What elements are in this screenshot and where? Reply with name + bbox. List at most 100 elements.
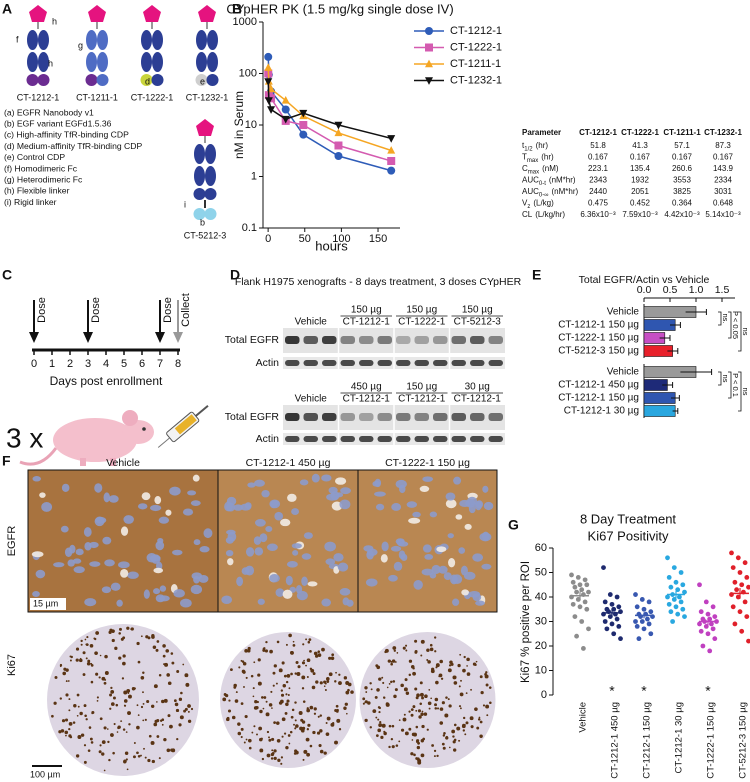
- table-cell: 0.475: [588, 199, 609, 208]
- ki67-nucleus: [485, 683, 489, 687]
- ki67-nucleus: [412, 705, 416, 709]
- ki67-nucleus: [448, 746, 451, 749]
- nucleus: [287, 493, 297, 502]
- actin-band: [303, 360, 318, 366]
- ki67-nucleus: [325, 732, 330, 736]
- data-point: [574, 633, 579, 639]
- nucleus: [408, 517, 421, 524]
- ki67-nucleus: [101, 740, 106, 745]
- parameter-subscript: max: [528, 169, 539, 175]
- nucleus: [94, 516, 105, 527]
- x-tick-label: Vehicle: [578, 702, 589, 733]
- nucleus: [137, 503, 148, 510]
- ki67-nucleus: [391, 745, 395, 749]
- ki67-nucleus: [447, 698, 450, 701]
- parameter-symbol: AUC: [522, 187, 539, 196]
- mouse-illustration: [19, 404, 209, 466]
- nucleus: [123, 515, 134, 524]
- data-point: [732, 621, 738, 627]
- ki67-nucleus: [290, 672, 293, 676]
- ki67-nucleus: [306, 728, 309, 731]
- ki67-nucleus: [54, 675, 58, 679]
- panel-label: F: [2, 453, 11, 469]
- ki67-nucleus: [161, 723, 164, 726]
- ihc-column-label: Vehicle: [106, 457, 140, 469]
- ki67-nucleus: [445, 696, 448, 699]
- egfr-image: [27, 469, 219, 613]
- ki67-nucleus: [298, 711, 303, 716]
- ki67-nucleus: [444, 713, 449, 718]
- parameter-symbol: C: [522, 164, 528, 173]
- ki67-nucleus: [170, 652, 174, 655]
- nucleus: [94, 483, 103, 493]
- ki67-nucleus: [272, 671, 276, 675]
- nucleus: [335, 477, 347, 485]
- data-point: [698, 628, 704, 634]
- ki67-nucleus: [309, 649, 312, 653]
- nucleus: [165, 509, 172, 516]
- ki67-nucleus: [309, 705, 314, 710]
- data-point: [730, 604, 736, 610]
- nucleus: [127, 571, 139, 579]
- ki67-nucleus: [415, 725, 419, 729]
- ki67-nucleus: [118, 656, 122, 660]
- bar: [643, 405, 676, 417]
- event-label: Dose: [90, 297, 102, 323]
- ki67-nucleus: [240, 727, 244, 731]
- data-point: [570, 601, 576, 607]
- nucleus: [422, 544, 432, 553]
- nucleus: [149, 504, 162, 512]
- ki67-nucleus: [435, 680, 439, 685]
- nucleus: [301, 553, 312, 560]
- nucleus: [463, 571, 476, 580]
- legend-entry: (h) Flexible linker: [4, 186, 70, 196]
- ki67-nucleus: [133, 742, 136, 744]
- data-point: [579, 587, 585, 593]
- ki67-nucleus: [247, 649, 251, 653]
- nucleus: [295, 584, 303, 594]
- ki67-nucleus: [479, 675, 483, 679]
- ki67-nucleus: [478, 716, 481, 719]
- ki67-nucleus: [362, 702, 365, 705]
- nucleus: [475, 500, 484, 509]
- ki67-nucleus: [83, 704, 87, 708]
- ki67-nucleus: [142, 719, 145, 722]
- table-cell: 2051: [631, 187, 649, 196]
- ki67-nucleus: [324, 688, 327, 691]
- construct-label: CT-1222-1: [131, 92, 174, 102]
- nucleus: [159, 585, 167, 592]
- day-label: 6: [139, 358, 145, 370]
- nucleus: [376, 503, 385, 511]
- ki67-nucleus: [76, 714, 79, 717]
- ki67-nucleus: [410, 713, 414, 717]
- data-point: [673, 604, 679, 610]
- ki67-nucleus: [90, 680, 94, 684]
- nucleus: [221, 595, 233, 604]
- table-cell: 3031: [714, 187, 732, 196]
- ki67-nucleus: [158, 757, 161, 760]
- ki67-nucleus: [338, 681, 342, 685]
- ki67-nucleus: [441, 742, 445, 746]
- data-point: [735, 555, 741, 561]
- legend-entry: (b) EGF variant EGFd1.5.36: [4, 118, 112, 128]
- ki67-nucleus: [104, 671, 109, 675]
- ki67-nucleus: [429, 643, 433, 647]
- ki67-nucleus: [344, 702, 348, 706]
- nucleus: [400, 553, 408, 562]
- nucleus: [448, 558, 456, 568]
- fc-domain: [194, 144, 205, 164]
- legend-label: CT-1211-1: [450, 58, 501, 70]
- y-tick-label: 0.1: [242, 222, 257, 234]
- chart-title: 8 Day Treatment: [580, 511, 676, 526]
- ki67-nucleus: [458, 685, 461, 688]
- ki67-nucleus: [257, 658, 261, 662]
- egfr-image: [357, 469, 498, 613]
- ki67-nucleus: [466, 672, 471, 676]
- construct-label: CT-1212-1: [17, 92, 60, 102]
- ki67-nucleus: [75, 754, 80, 758]
- ki67-nucleus: [281, 661, 285, 665]
- nucleus: [472, 553, 484, 562]
- ki67-nucleus: [297, 665, 301, 669]
- table-cell: 3825: [673, 187, 691, 196]
- ki67-nucleus: [382, 681, 385, 684]
